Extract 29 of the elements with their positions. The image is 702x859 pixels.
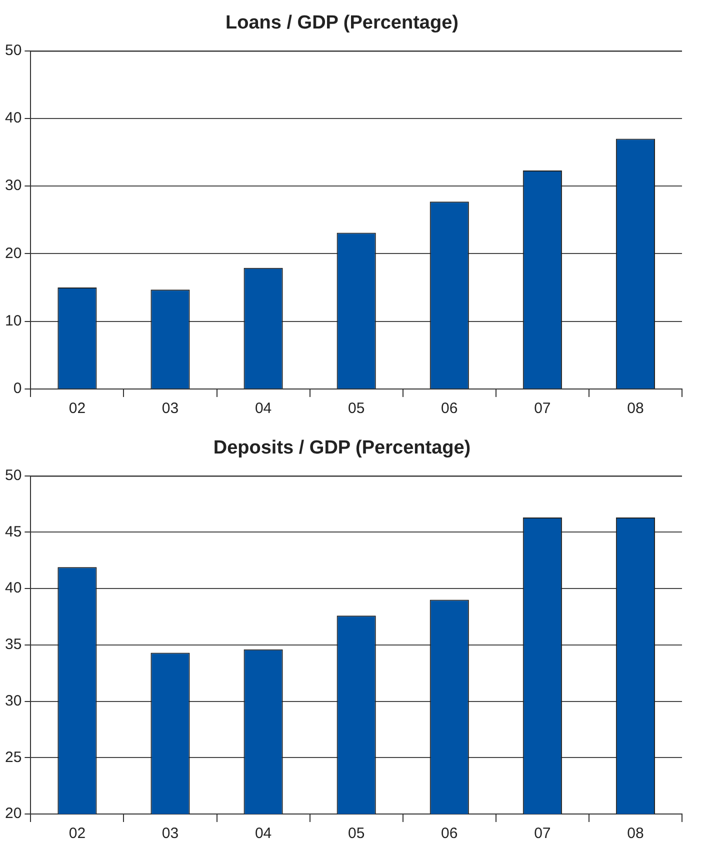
y-tick-label: 30 xyxy=(4,692,22,710)
x-tick-label: 05 xyxy=(348,400,365,418)
x-tick-label: 04 xyxy=(254,400,272,418)
y-tick-label: 40 xyxy=(4,110,22,127)
y-tick-label: 0 xyxy=(13,380,22,398)
x-tick-label: 04 xyxy=(254,825,272,842)
y-tick-label: 10 xyxy=(4,312,22,330)
x-tick-label: 06 xyxy=(441,825,458,842)
y-tick-label: 35 xyxy=(4,636,22,654)
x-tick-label: 07 xyxy=(534,400,551,418)
x-tick-label: 07 xyxy=(534,825,551,842)
y-tick-label: 50 xyxy=(4,466,22,484)
chart-title: Deposits / GDP (Percentage) xyxy=(213,438,471,459)
y-tick-label: 20 xyxy=(4,805,22,822)
x-tick-label: 02 xyxy=(68,825,86,842)
y-tick-label: 25 xyxy=(4,748,22,766)
x-tick-label: 08 xyxy=(627,400,644,418)
x-tick-label: 02 xyxy=(68,400,86,418)
x-tick-label: 03 xyxy=(162,400,179,418)
y-tick-label: 40 xyxy=(4,580,22,597)
x-tick-label: 06 xyxy=(441,400,458,418)
y-tick-label: 20 xyxy=(4,244,22,262)
x-tick-label: 03 xyxy=(162,825,179,842)
x-tick-label: 08 xyxy=(627,825,644,842)
y-tick-label: 45 xyxy=(4,523,22,540)
y-tick-label: 30 xyxy=(4,177,22,194)
chart-title: Loans / GDP (Percentage) xyxy=(226,12,458,34)
y-tick-label: 50 xyxy=(4,42,22,59)
x-tick-label: 05 xyxy=(348,825,365,842)
